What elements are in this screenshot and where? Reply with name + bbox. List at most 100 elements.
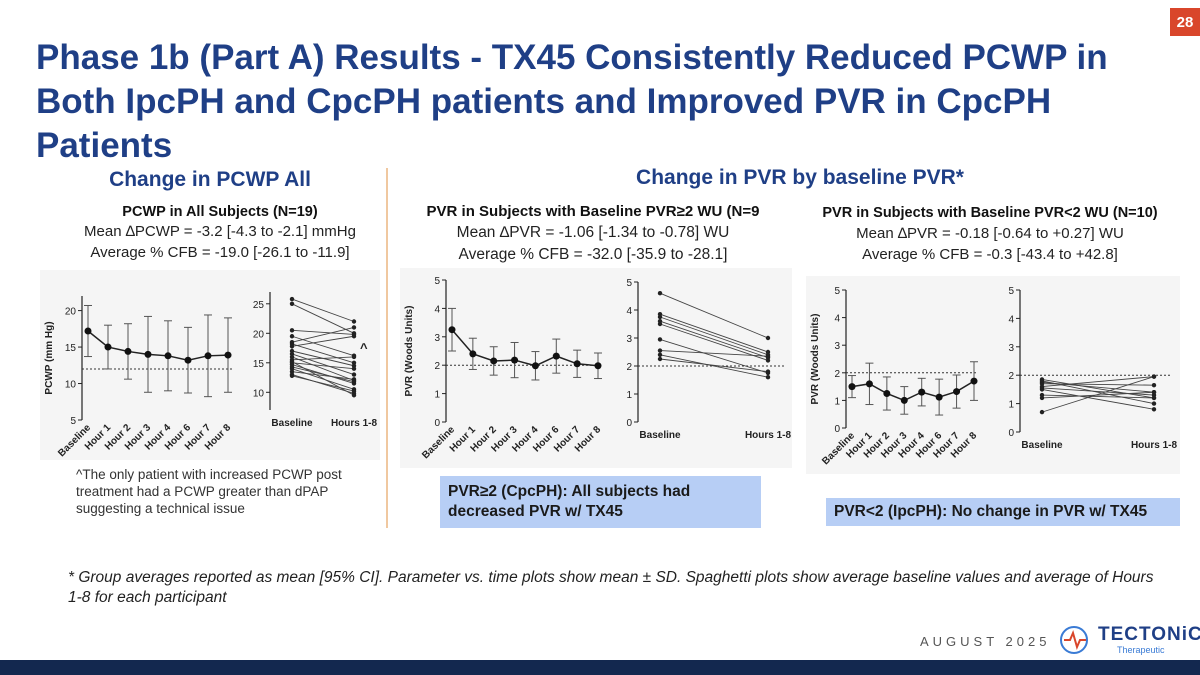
y-tick-label: 1 [1008, 400, 1014, 411]
subject-line [1041, 387, 1155, 396]
data-point [865, 380, 873, 388]
hours-point [765, 375, 771, 380]
subject-line [659, 358, 769, 373]
subject-line [291, 335, 355, 347]
hours-point [351, 372, 357, 377]
subject-line [659, 313, 769, 353]
hours-point [1151, 374, 1157, 379]
subject-line [291, 353, 355, 376]
baseline-point [657, 321, 663, 327]
pvr-low-cfb-stat: Average % CFB = -0.3 [-43.4 to +42.8] [862, 246, 1118, 263]
data-point [204, 352, 212, 360]
y-tick-label: 3 [1008, 343, 1014, 354]
hours-point [351, 388, 357, 394]
y-tick-label: 0 [434, 418, 440, 429]
subject-line [659, 338, 769, 374]
baseline-point [289, 344, 295, 349]
baseline-point [289, 373, 295, 378]
data-point [900, 396, 908, 404]
baseline-point [1039, 409, 1045, 415]
subject-line [1041, 394, 1155, 399]
section-divider [386, 168, 388, 528]
y-tick-label: 5 [834, 286, 840, 297]
hours-point [351, 393, 357, 398]
data-point [953, 388, 961, 396]
baseline-point [657, 291, 663, 296]
y-tick-label: 0 [1008, 428, 1014, 439]
hours-point [351, 334, 357, 339]
y-tick-label: 3 [434, 333, 440, 344]
pcwp-subheading: PCWP in All Subjects (N=19) [122, 204, 318, 220]
baseline-point [1039, 387, 1045, 392]
y-tick-label: 2 [626, 362, 632, 373]
subject-line [291, 356, 355, 381]
data-point [970, 377, 978, 385]
subject-line [291, 326, 355, 343]
subject-line [1041, 376, 1155, 413]
hours-point [765, 354, 771, 359]
subject-line [291, 343, 355, 364]
hours-point [1151, 382, 1157, 388]
data-point [224, 351, 232, 359]
subject-line [291, 371, 355, 380]
subject-line [659, 320, 769, 359]
hours-point [351, 354, 357, 360]
baseline-point [289, 328, 295, 333]
logo-wordmark: TECTONiC [1098, 624, 1200, 645]
hours-point [1151, 407, 1157, 412]
baseline-point [289, 334, 295, 339]
baseline-point [657, 348, 663, 353]
y-tick-label: 10 [253, 388, 265, 399]
data-point [848, 383, 856, 391]
y-tick-label: 3 [626, 334, 632, 345]
hours-point [351, 325, 357, 330]
hours-point [1151, 401, 1157, 406]
mean-line [451, 329, 599, 367]
y-tick-label: 2 [834, 369, 840, 380]
subject-line [291, 361, 355, 396]
data-point [184, 356, 192, 364]
baseline-point [289, 359, 295, 364]
data-point [164, 352, 172, 360]
pvr-high-cfb-stat: Average % CFB = -32.0 [-35.9 to -28.1] [458, 246, 728, 263]
baseline-point [1039, 395, 1045, 401]
data-point [573, 360, 581, 368]
hours-point [765, 335, 771, 341]
hours-point [765, 358, 771, 363]
pvr-high-chart-panel: 0 1 2 3 4 5 PVR (Woods Units) Baseline Hour 1 Hou… [400, 268, 792, 468]
subject-line [291, 362, 355, 370]
subject-line [291, 356, 355, 361]
subject-line [659, 354, 769, 378]
baseline-point [289, 296, 295, 302]
subject-line [1041, 388, 1155, 410]
subject-line [291, 298, 355, 322]
y-tick-label: 1 [434, 390, 440, 401]
data-point [84, 327, 92, 335]
pcwp-cfb-stat: Average % CFB = -19.0 [-26.1 to -11.9] [90, 244, 350, 261]
pvr-high-spaghetti-chart: 0 1 2 3 4 5 Baseline Hours 1-8 [626, 278, 791, 441]
y-tick-label: 25 [253, 300, 265, 311]
y-axis-label: PVR (Woods Units) [404, 306, 415, 397]
pvr-high-subheading: PVR in Subjects with Baseline PVR≥2 WU (… [426, 203, 760, 220]
pcwp-spaghetti-chart: 10 15 20 25 Baseline Hours 1-8 ^ [253, 292, 377, 429]
baseline-point [657, 314, 663, 320]
y-tick-label: 0 [834, 424, 840, 435]
baseline-point [657, 356, 663, 362]
pcwp-mean-stat: Mean ∆PCWP = -3.2 [-4.3 to -2.1] mmHg [84, 223, 356, 240]
tectonic-logo-icon [1060, 626, 1088, 654]
pvr-low-subheading: PVR in Subjects with Baseline PVR<2 WU (… [822, 205, 1158, 221]
y-tick-label: 2 [434, 361, 440, 372]
y-tick-label: 20 [65, 307, 77, 318]
pvr-section-heading: Change in PVR by baseline PVR* [636, 166, 964, 189]
pvr-high-mean-stat: Mean ∆PVR = -1.06 [-1.34 to -0.78] WU [456, 224, 730, 241]
y-tick-label: 0 [626, 418, 632, 429]
y-tick-label: 4 [1008, 314, 1014, 325]
x-tick-label: Baseline [639, 430, 681, 441]
y-tick-label: 5 [1008, 286, 1014, 297]
data-point [883, 390, 891, 397]
subject-line [291, 375, 355, 392]
subject-line [291, 329, 355, 335]
